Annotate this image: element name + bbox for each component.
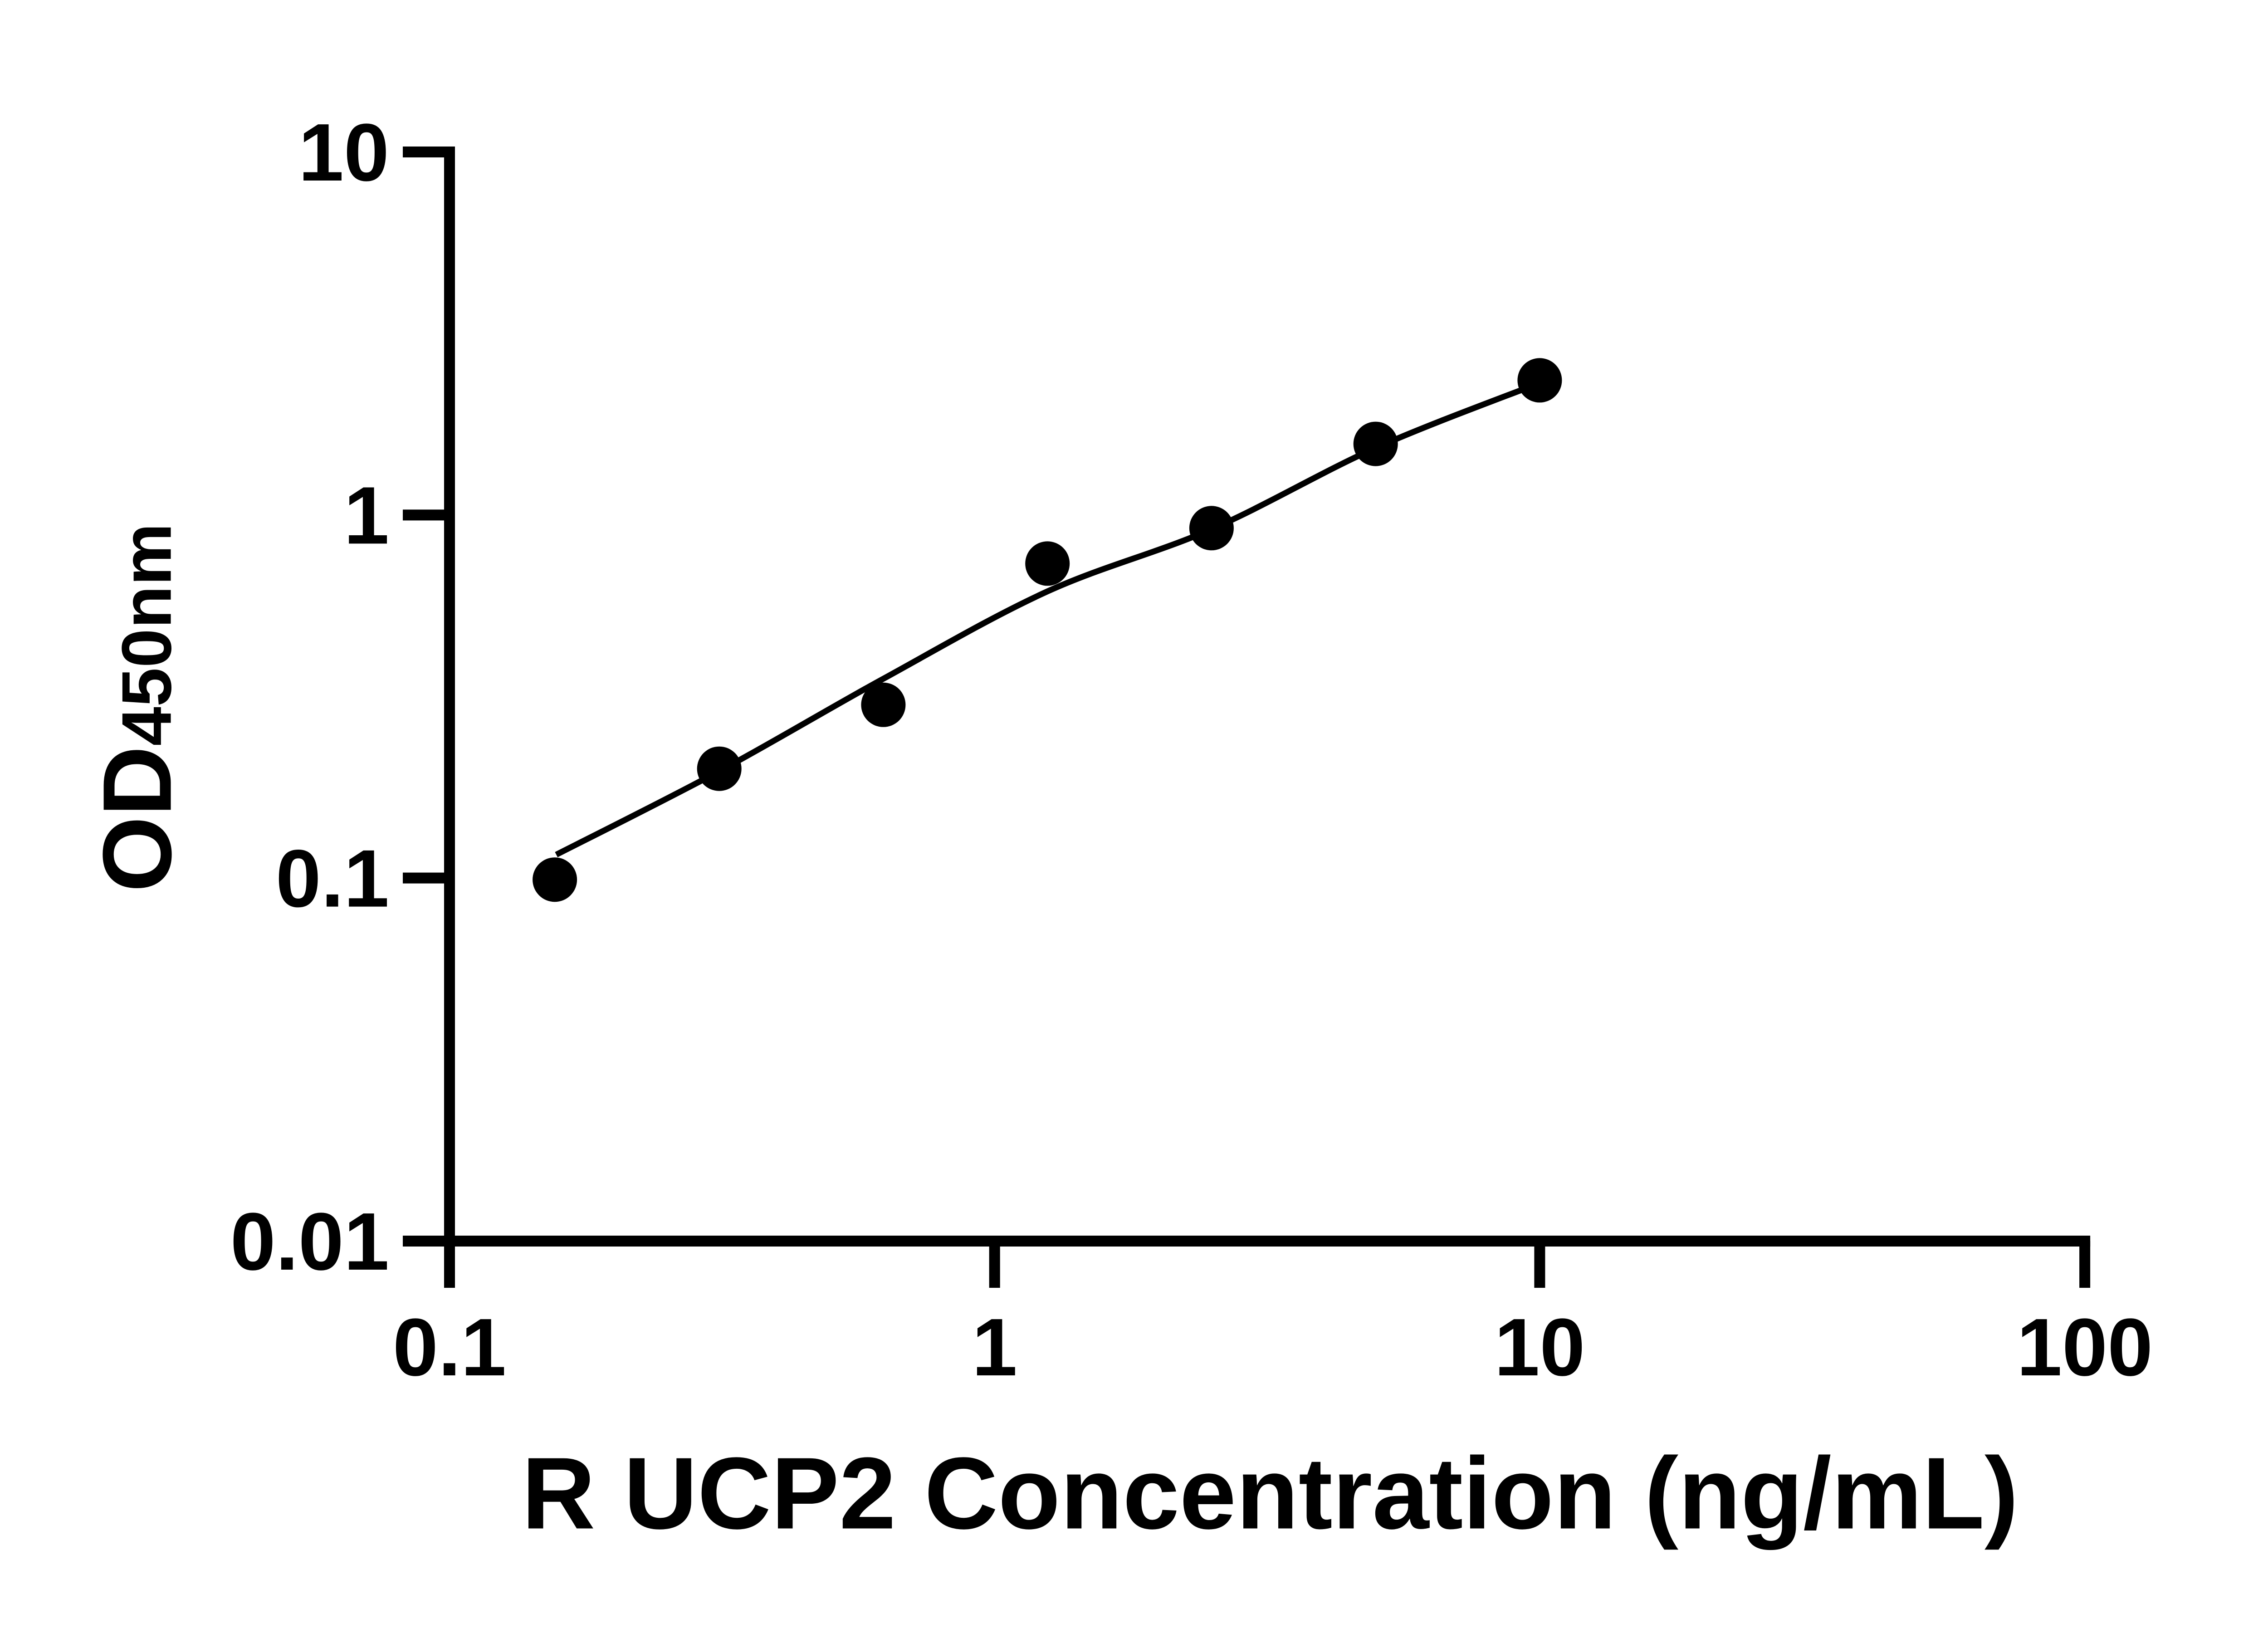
y-axis-title: OD450nm [83,523,192,892]
data-point [1025,541,1070,586]
data-point [1517,358,1562,403]
data-point [861,682,906,727]
y-tick-label: 0.01 [230,1196,389,1287]
data-point [1189,506,1234,551]
data-point [1353,421,1398,466]
x-axis-title: R UCP2 Concentration (ng/mL) [522,1436,2019,1550]
x-tick-label: 100 [2017,1302,2153,1393]
y-tick-label: 0.1 [276,833,389,924]
data-point [697,746,742,791]
x-tick-label: 1 [972,1302,1017,1393]
data-points-layer [533,358,1562,902]
y-tick-label: 10 [298,107,389,198]
data-point [533,857,577,902]
axes-layer [403,147,2091,1288]
x-tick-label: 0.1 [393,1302,506,1393]
y-axis-title-main: OD [82,746,192,892]
x-tick-label: 10 [1494,1302,1585,1393]
y-tick-label: 1 [344,470,389,561]
y-axis-title-sub: 450nm [107,523,186,746]
